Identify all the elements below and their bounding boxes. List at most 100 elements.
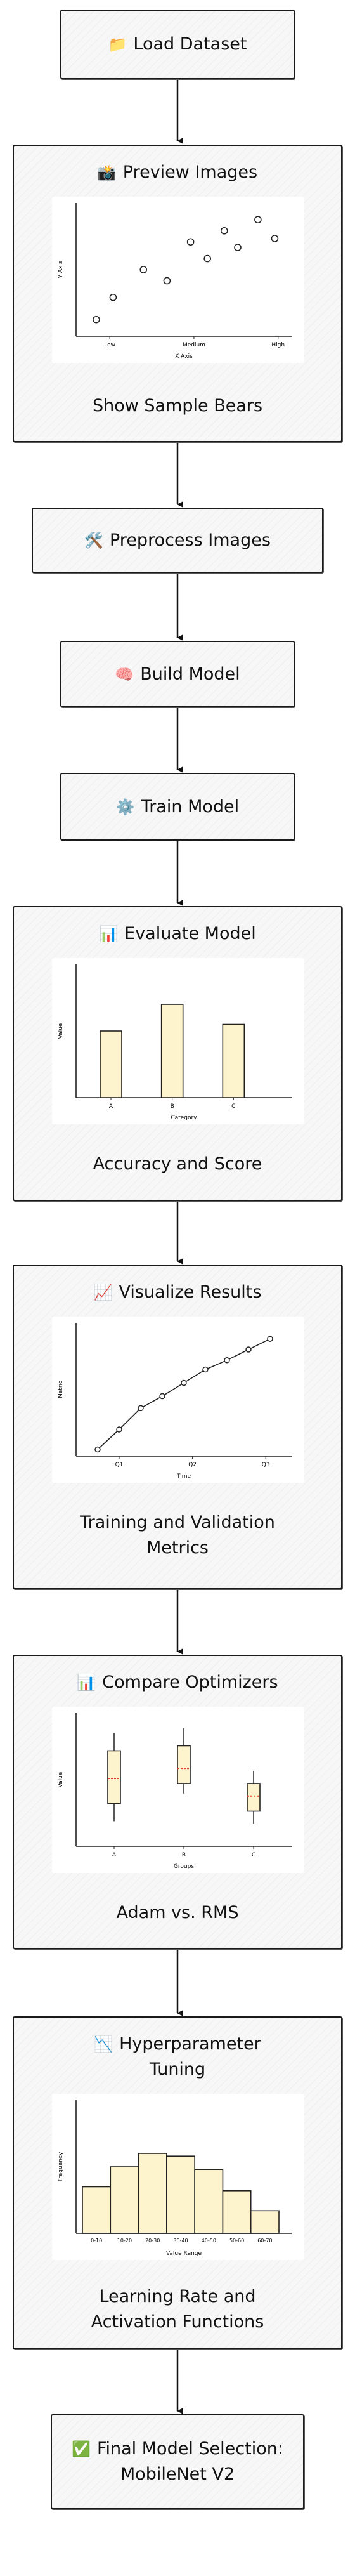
node-evaluate-model: 📊 Evaluate Model Category Value A B C Accurac…	[13, 906, 342, 1201]
line-point	[245, 1346, 252, 1353]
scatter-point	[139, 266, 148, 273]
bar-c	[222, 1023, 245, 1098]
box-c	[247, 1783, 261, 1812]
scatter-point	[109, 293, 117, 301]
node-compare-optimizers: 📊 Compare Optimizers Groups Value A B C Adam …	[13, 1655, 342, 1949]
line-point	[159, 1393, 165, 1400]
node-train-model: ⚙️ Train Model	[60, 773, 295, 841]
x-tick-label: 20-30	[145, 2238, 160, 2244]
bar-chart: Category Value A B C	[52, 958, 304, 1124]
x-tick-label: Q1	[115, 1462, 124, 1468]
box-a	[107, 1750, 121, 1804]
bar-a	[100, 1030, 122, 1098]
node-title: ✅ Final Model Selection:	[72, 2439, 283, 2459]
node-hyperparameter-tuning: 📉 Hyperparameter Tuning Value Range Freque…	[13, 2016, 342, 2349]
histogram-bar	[166, 2155, 195, 2234]
x-tick-label: Q3	[262, 1462, 270, 1468]
line-point	[181, 1379, 187, 1386]
x-tick-label: Medium	[183, 342, 205, 348]
x-axis-label: X Axis	[175, 353, 193, 360]
node-title: ⚙️ Train Model	[115, 797, 240, 817]
node-title: 🧠 Build Model	[115, 664, 240, 684]
scatter-point	[234, 244, 242, 251]
node-preprocess-images: 🛠️ Preprocess Images	[32, 508, 323, 573]
x-tick-label: 60-70	[257, 2238, 272, 2244]
node-visualize-results: 📈 Visualize Results Time Metric Q1 Q2 Q3 Trai…	[13, 1265, 342, 1589]
node-caption: Training and Validation	[80, 1513, 275, 1532]
camera-icon: 📸	[97, 164, 117, 181]
histogram-bar	[250, 2210, 280, 2234]
scatter-point	[271, 235, 279, 242]
bar-chart-icon: 📊	[77, 1674, 96, 1692]
histogram-bar	[194, 2169, 224, 2234]
x-tick-label: C	[231, 1103, 235, 1110]
box-b	[177, 1745, 191, 1784]
node-title: 📉 Hyperparameter	[94, 2034, 261, 2054]
node-title-line2: MobileNet V2	[120, 2464, 235, 2484]
x-tick-label: High	[271, 342, 285, 348]
x-tick-label: 0-10	[91, 2238, 102, 2244]
x-axis-label: Value Range	[166, 2251, 202, 2257]
scatter-point	[203, 254, 211, 263]
line-point	[202, 1366, 209, 1373]
histogram-bar	[82, 2186, 112, 2234]
node-title: 📊 Compare Optimizers	[77, 1672, 278, 1692]
node-title: 🛠️ Preprocess Images	[84, 530, 271, 550]
x-tick-label: A	[109, 1103, 113, 1110]
node-build-model: 🧠 Build Model	[60, 641, 295, 707]
gear-icon: ⚙️	[115, 798, 135, 816]
folder-icon: 📁	[108, 36, 127, 53]
scatter-point	[186, 238, 195, 246]
x-tick-label: B	[171, 1103, 174, 1110]
brain-icon: 🧠	[115, 666, 134, 683]
x-tick-label: 30-40	[173, 2238, 188, 2244]
series-line	[97, 1338, 271, 1450]
line-chart: Time Metric Q1 Q2 Q3	[52, 1317, 304, 1483]
x-tick-label: 50-60	[229, 2238, 244, 2244]
node-title-line2: Tuning	[149, 2060, 206, 2079]
line-point	[94, 1446, 101, 1453]
node-caption: Adam vs. RMS	[116, 1903, 239, 1922]
histogram-bar	[138, 2153, 167, 2234]
trending-down-icon: 📉	[94, 2035, 113, 2053]
node-final-model-selection: ✅ Final Model Selection: MobileNet V2	[51, 2414, 304, 2509]
x-axis-label: Category	[171, 1115, 197, 1121]
y-axis-label: Value	[58, 1023, 64, 1039]
line-point	[224, 1357, 230, 1364]
histogram-bar	[222, 2190, 252, 2234]
scatter-point	[220, 227, 228, 235]
x-tick-label: B	[182, 1852, 186, 1858]
node-caption: Learning Rate and	[99, 2287, 256, 2306]
check-mark-icon: ✅	[72, 2440, 91, 2458]
x-tick-label: A	[112, 1852, 117, 1858]
line-point	[267, 1336, 273, 1342]
node-title: 📈 Visualize Results	[93, 1282, 262, 1302]
box-plot-svg: Groups Value A B C	[58, 1713, 292, 1870]
bar-chart-svg: Category Value A B C	[58, 964, 292, 1121]
x-tick-label: 10-20	[117, 2238, 132, 2244]
x-tick-label: Low	[104, 342, 115, 348]
line-point	[138, 1405, 144, 1412]
box-plot-chart: Groups Value A B C	[52, 1707, 304, 1873]
tools-icon: 🛠️	[84, 532, 103, 549]
line-chart-svg: Time Metric Q1 Q2 Q3	[58, 1323, 292, 1480]
x-axis-label: Time	[176, 1473, 191, 1480]
trending-up-icon: 📈	[93, 1284, 113, 1301]
line-point	[116, 1426, 122, 1433]
x-axis-label: Groups	[174, 1863, 194, 1870]
x-tick-label: Q2	[188, 1462, 197, 1468]
node-caption-line2: Activation Functions	[91, 2312, 264, 2332]
histogram-chart: Value Range Frequency 0-10 10-20 20-30 30-40 4…	[52, 2094, 304, 2260]
node-caption-line2: Metrics	[146, 1538, 209, 1558]
node-title: 📁 Load Dataset	[108, 34, 247, 54]
bar-chart-icon: 📊	[99, 925, 119, 943]
node-load-dataset: 📁 Load Dataset	[60, 10, 295, 79]
node-preview-images: 📸 Preview Images X Axis Y Axis Low Medium Hig…	[13, 145, 342, 442]
x-tick-label: 40-50	[202, 2238, 216, 2244]
node-caption: Accuracy and Score	[93, 1154, 262, 1174]
scatter-point	[163, 277, 171, 285]
y-axis-label: Frequency	[58, 2152, 64, 2181]
node-title: 📸 Preview Images	[97, 162, 258, 182]
x-tick-label: C	[252, 1852, 255, 1858]
